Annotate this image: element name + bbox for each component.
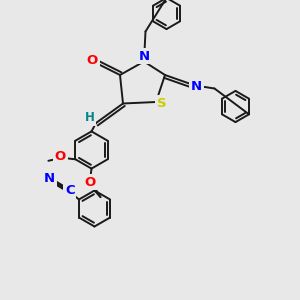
Text: O: O bbox=[55, 150, 66, 163]
Text: O: O bbox=[87, 53, 98, 67]
Text: N: N bbox=[138, 50, 150, 63]
Text: C: C bbox=[65, 184, 75, 197]
Text: O: O bbox=[84, 176, 96, 189]
Text: S: S bbox=[157, 97, 167, 110]
Text: N: N bbox=[191, 80, 202, 94]
Text: N: N bbox=[44, 172, 56, 185]
Text: H: H bbox=[85, 111, 94, 124]
